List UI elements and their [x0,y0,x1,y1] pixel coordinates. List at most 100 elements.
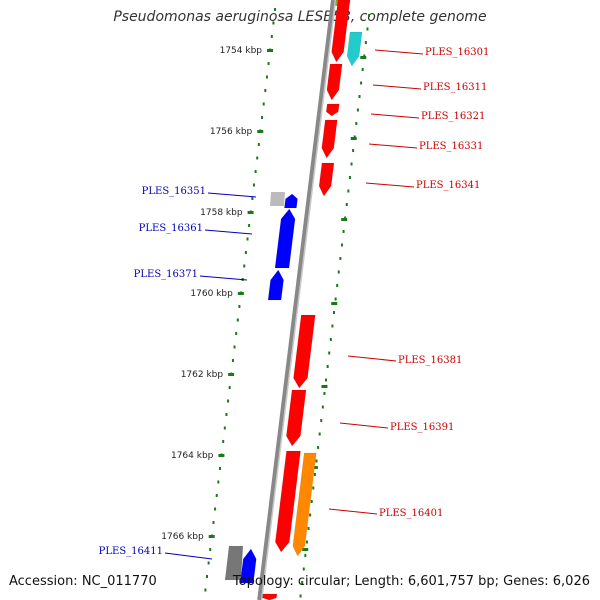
gene-label-ples-16351[interactable]: PLES_16351 [142,186,206,197]
outer-tick-mark [311,466,318,469]
inner-ring-dot [264,89,267,92]
label-leaders [164,49,424,560]
outer-ring-dot [333,311,336,314]
gene-shape-ples-16311[interactable] [326,63,343,101]
tick-mark [257,130,264,133]
outer-ring-dot [320,419,323,422]
leader-line [207,192,257,198]
outer-ring-dot [345,203,348,206]
gene-label-ples-16311[interactable]: PLES_16311 [423,82,487,93]
outer-tick-mark [321,385,328,388]
tick-labels: 1754 kbp 1756 kbp 1758 kbp 1760 kbp 1762 kbp… [161,46,262,542]
leader-line [204,229,253,235]
inner-ring-dot [209,548,212,551]
inner-ring-dot [204,588,207,592]
gene-shape-ples-16331[interactable] [321,119,338,159]
backbone-line [257,0,335,600]
outer-ring-dot [360,81,363,85]
outer-ring-dot [313,473,316,476]
ruler-ticks [208,49,367,551]
gene-label-ples-16361[interactable]: PLES_16361 [139,223,203,234]
inner-ring-dot [223,426,226,430]
gene-shape-top[interactable] [331,0,351,63]
outer-tick-mark [350,137,357,140]
inner-ring-dot [244,251,247,254]
outer-tick-mark [360,56,367,59]
tick-label: 1766 kbp [161,532,204,542]
inner-ring-dot [233,345,236,349]
outer-ring-dot [318,432,321,436]
gene-features[interactable] [225,0,363,600]
inner-ring-dot [228,386,231,389]
outer-ring-dot [356,108,359,112]
outer-ring-dot [321,405,324,409]
gene-shape-cyan[interactable] [346,31,363,67]
gene-label-ples-16371[interactable]: PLES_16371 [134,269,198,280]
gene-label-ples-16391[interactable]: PLES_16391 [390,422,454,433]
inner-ring-dot [248,224,251,227]
outer-ring-dot [361,68,364,71]
gene-label-ples-16411[interactable]: PLES_16411 [99,546,163,557]
inner-ring-dot [218,467,221,470]
gene-shape-ples-16321[interactable] [325,103,340,117]
inner-ring-dot [217,480,220,484]
accession-text: Accession: NC_011770 [9,574,157,589]
gene-label-ples-16301[interactable]: PLES_16301 [425,47,489,58]
inner-ring-dot [261,116,264,119]
gene-label-ples-16331[interactable]: PLES_16331 [419,141,483,152]
tick-mark [218,454,225,457]
backbone-highlight [260,0,337,600]
map-title: Pseudomonas aeruginosa LESB58, complete … [113,9,487,25]
topology-text: Topology: circular; Length: 6,601,757 bp… [232,574,590,589]
outer-ring-dot [323,392,326,395]
outer-ring-dot [366,27,369,31]
inner-ring-dot [206,575,208,578]
gene-shape-ples-16411[interactable] [240,548,257,584]
inner-ring-dot [225,413,228,416]
inner-ring-dot [231,359,234,362]
gene-shape-ples-16371[interactable] [267,269,284,301]
outer-ring-dot [307,527,310,530]
outer-ring-dot [350,162,353,166]
gene-shape-ples-16351-gray[interactable] [270,192,285,206]
inner-ring-dot [270,35,273,38]
leader-line [374,49,424,55]
inner-ring-dot [215,494,218,497]
outer-ring-dot [325,378,328,382]
gene-label-ples-16401[interactable]: PLES_16401 [379,508,443,519]
tick-mark [228,373,235,376]
gene-shape-ples-16381[interactable] [293,314,316,389]
inner-ring-dot [267,62,270,65]
tick-label: 1764 kbp [171,451,214,461]
gene-label-ples-16321[interactable]: PLES_16321 [421,111,485,122]
tick-label: 1758 kbp [200,208,243,218]
tick-mark [267,49,273,52]
outer-ring-dot [342,230,345,233]
outer-ring-dot [315,459,318,463]
outer-ring-dot [317,446,320,449]
gene-label-ples-16381[interactable]: PLES_16381 [398,355,462,366]
gene-shape-ples-16391[interactable] [286,389,307,447]
inner-ring-dot [246,237,249,241]
gene-shape-ples-16411-gray[interactable] [225,546,243,580]
gene-shape-partial-bottom[interactable] [262,593,278,600]
inner-ring-dot [214,507,217,511]
gene-shape-ples-16341[interactable] [318,162,335,197]
gene-shape-ples-16401[interactable] [275,450,301,553]
inner-ring-dot [265,75,268,79]
gene-shape-orange[interactable] [292,452,317,557]
outer-ring-dot [348,176,351,179]
outer-ring-dot [329,338,332,341]
leader-line [368,143,418,149]
outer-ring-dot [310,500,313,503]
gene-label-ples-16341[interactable]: PLES_16341 [416,180,480,191]
gene-shape-ples-16361[interactable] [274,208,296,269]
leader-line [328,508,378,515]
gene-labels[interactable]: PLES_16301 PLES_16311 PLES_16321 PLES_16331… [99,47,490,557]
tick-mark [247,211,254,214]
gene-shape-ples-16351[interactable] [284,193,298,209]
tick-mark [237,292,244,295]
outer-ring-dot [309,513,312,517]
outer-ring-dot [334,297,337,301]
